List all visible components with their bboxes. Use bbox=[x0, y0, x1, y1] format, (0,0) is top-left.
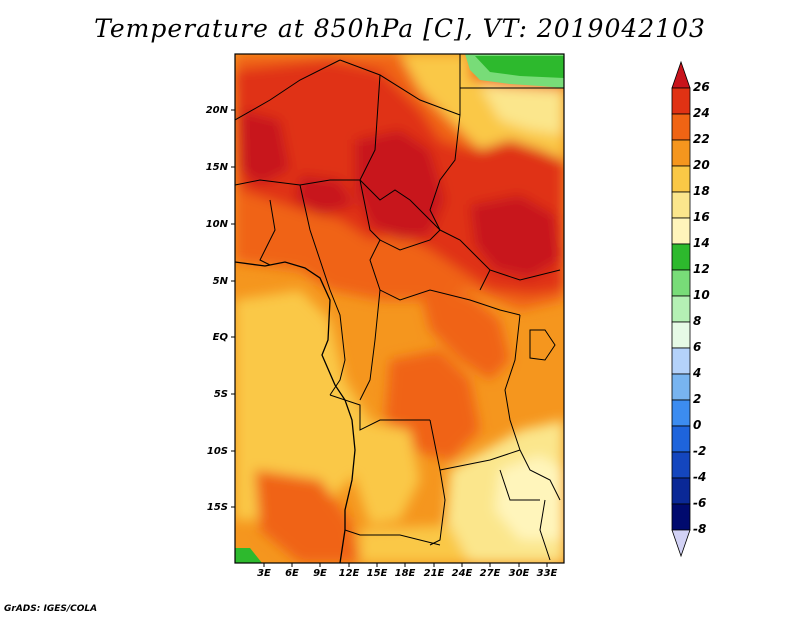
lon-label: 24E bbox=[451, 568, 473, 579]
lon-label: 27E bbox=[479, 568, 501, 579]
lat-label: 5S bbox=[213, 389, 228, 400]
colorbar-label: 12 bbox=[693, 262, 710, 276]
colorbar-segment bbox=[671, 60, 691, 89]
colorbar-segment bbox=[671, 321, 691, 349]
lon-label: 3E bbox=[257, 568, 271, 579]
colorbar-label: 26 bbox=[693, 80, 710, 94]
colorbar-label: -6 bbox=[693, 496, 707, 510]
colorbar-segment bbox=[671, 373, 691, 401]
lat-label: 10S bbox=[206, 446, 228, 457]
plot-frame bbox=[234, 53, 565, 564]
colorbar-label: 14 bbox=[693, 236, 710, 250]
colorbar-label: 22 bbox=[693, 132, 710, 146]
temperature-field bbox=[235, 54, 564, 563]
colorbar-segment bbox=[671, 451, 691, 479]
lon-label: 18E bbox=[394, 568, 416, 579]
lat-label: 15S bbox=[206, 502, 228, 513]
colorbar-segment bbox=[671, 191, 691, 219]
grads-credit: GrADS: IGES/COLA bbox=[4, 604, 98, 614]
colorbar-label: 4 bbox=[693, 366, 702, 380]
colorbar-segment bbox=[671, 347, 691, 375]
lon-label: 15E bbox=[366, 568, 388, 579]
colorbar-segment bbox=[671, 399, 691, 427]
colorbar-segment bbox=[671, 165, 691, 193]
colorbar-label: 20 bbox=[693, 158, 710, 172]
colorbar-label: 16 bbox=[693, 210, 710, 224]
lon-label: 30E bbox=[508, 568, 530, 579]
colorbar-label: -2 bbox=[693, 444, 707, 458]
lat-label: 10N bbox=[205, 219, 228, 230]
colorbar-segment bbox=[671, 113, 691, 141]
lat-label: 5N bbox=[212, 276, 228, 287]
colorbar-segment bbox=[671, 477, 691, 505]
lon-label: 6E bbox=[285, 568, 299, 579]
lon-label: 9E bbox=[313, 568, 327, 579]
colorbar-segment bbox=[671, 425, 691, 453]
lat-label: 15N bbox=[205, 162, 228, 173]
colorbar-segment bbox=[671, 87, 691, 115]
colorbar-label: 24 bbox=[693, 106, 710, 120]
colorbar-label: 6 bbox=[693, 340, 702, 354]
colorbar-label: -4 bbox=[693, 470, 707, 484]
lon-label: 33E bbox=[536, 568, 558, 579]
colorbar-label: 10 bbox=[693, 288, 710, 302]
colorbar-segment bbox=[671, 139, 691, 167]
lat-label: EQ bbox=[212, 332, 228, 343]
colorbar-segment bbox=[671, 503, 691, 531]
colorbar-label: 18 bbox=[693, 184, 710, 198]
colorbar bbox=[671, 60, 691, 558]
lat-label: 20N bbox=[205, 105, 228, 116]
colorbar-label: 2 bbox=[693, 392, 702, 406]
colorbar-label: 8 bbox=[693, 314, 702, 328]
colorbar-segment bbox=[671, 529, 691, 558]
colorbar-label: 0 bbox=[693, 418, 702, 432]
colorbar-segment bbox=[671, 295, 691, 323]
colorbar-segment bbox=[671, 269, 691, 297]
colorbar-segment bbox=[671, 243, 691, 271]
colorbar-label: -8 bbox=[693, 522, 707, 536]
lon-label: 12E bbox=[338, 568, 360, 579]
lon-label: 21E bbox=[423, 568, 445, 579]
map-title: Temperature at 850hPa [C], VT: 201904210… bbox=[94, 14, 706, 43]
colorbar-segment bbox=[671, 217, 691, 245]
